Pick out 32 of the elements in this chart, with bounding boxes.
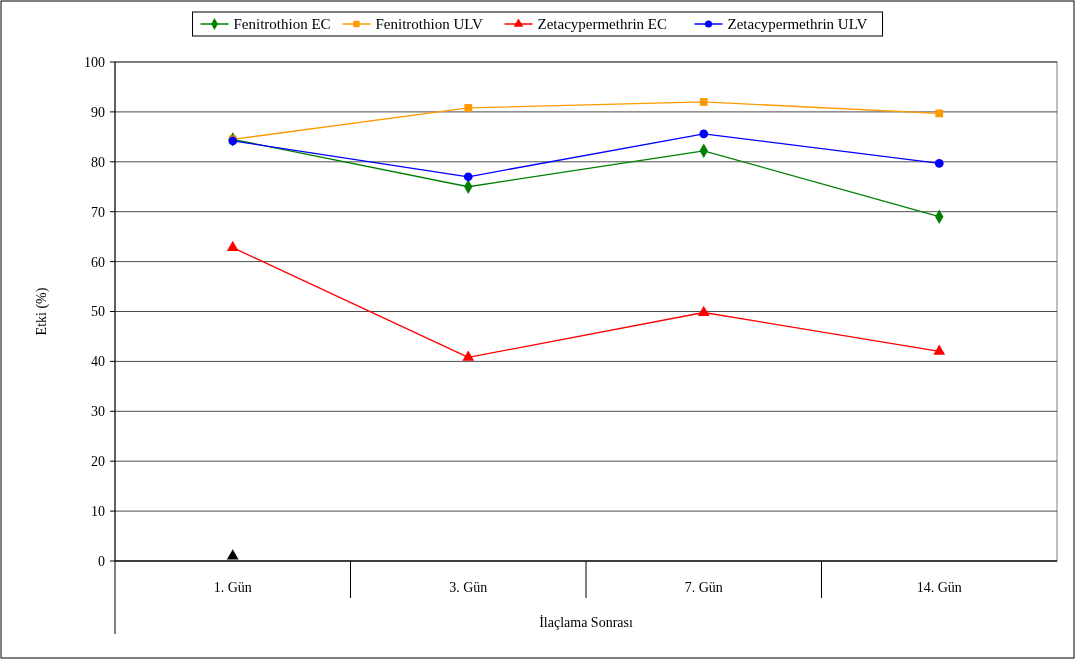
- point: [226, 549, 239, 560]
- y-axis-title: Etki (%): [34, 287, 50, 336]
- legend-label: Fenitrothion ULV: [375, 16, 484, 32]
- legend-label: Fenitrothion EC: [233, 16, 331, 32]
- point: [464, 104, 473, 112]
- point: [697, 305, 710, 316]
- x-tick-label: 3. Gün: [449, 580, 488, 595]
- y-tick-label: 60: [91, 254, 105, 270]
- legend-label: Zetacypermethrin EC: [537, 16, 668, 32]
- point: [462, 350, 475, 361]
- point: [934, 158, 944, 168]
- y-tick-label: 30: [91, 404, 105, 420]
- x-axis-title: İlaçlama Sonrası: [539, 615, 633, 630]
- point: [463, 172, 473, 182]
- point: [935, 109, 944, 118]
- y-tick-label: 70: [91, 204, 105, 220]
- y-tick-label: 80: [91, 154, 105, 170]
- y-tick-label: 20: [91, 454, 105, 470]
- point: [226, 240, 239, 252]
- y-tick-label: 10: [91, 504, 105, 519]
- point: [933, 344, 946, 355]
- x-tick-label: 1. Gün: [213, 580, 252, 595]
- legend-label: Zetacypermethrin ULV: [727, 16, 868, 32]
- point: [699, 98, 708, 106]
- y-tick-label: 40: [91, 354, 105, 370]
- x-tick-label: 7. Gün: [684, 580, 723, 595]
- y-tick-label: 0: [98, 553, 105, 569]
- x-tick-label: 14. Gün: [916, 580, 962, 595]
- point: [699, 129, 709, 139]
- y-tick-label: 90: [91, 104, 105, 120]
- y-tick-label: 100: [84, 54, 105, 70]
- y-tick-label: 50: [91, 304, 105, 320]
